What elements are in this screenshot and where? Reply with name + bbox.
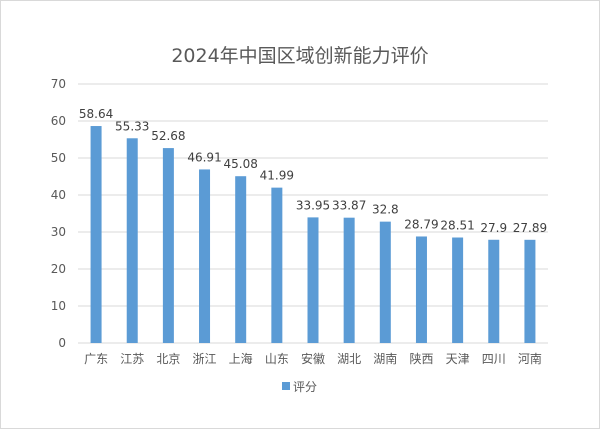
category-label: 北京 xyxy=(156,352,180,366)
bar xyxy=(235,176,247,343)
bar xyxy=(379,221,391,343)
category-label: 湖南 xyxy=(373,351,397,366)
category-label: 上海 xyxy=(229,351,253,366)
y-tick-label: 70 xyxy=(51,77,66,91)
bar xyxy=(271,187,283,343)
bar xyxy=(307,217,319,343)
legend: 评分 xyxy=(282,380,317,394)
category-label: 湖北 xyxy=(337,351,361,366)
y-tick-label: 20 xyxy=(51,262,66,276)
category-label: 河南 xyxy=(518,351,542,366)
value-label: 28.51 xyxy=(440,219,474,233)
bar xyxy=(90,126,102,343)
y-tick-label: 30 xyxy=(51,225,66,239)
value-label: 33.95 xyxy=(296,198,330,212)
value-label: 41.99 xyxy=(260,169,294,183)
category-label: 山东 xyxy=(265,352,289,366)
x-axis-categories: 广东 江苏 北京 浙江 上海 山东 安徽 湖北 湖南 陕西 天津 四川 河南 xyxy=(84,351,542,366)
y-axis-ticks: 0 10 20 30 40 50 60 70 xyxy=(51,77,66,350)
y-tick-label: 60 xyxy=(51,114,66,128)
y-tick-label: 50 xyxy=(51,151,66,165)
bar xyxy=(126,138,138,343)
gridlines xyxy=(78,83,548,344)
bar xyxy=(415,236,427,343)
bars xyxy=(90,126,536,343)
value-label: 33.87 xyxy=(332,199,366,213)
bar xyxy=(343,217,355,343)
value-label: 27.9 xyxy=(480,221,507,235)
value-label: 28.79 xyxy=(404,217,438,231)
category-label: 广东 xyxy=(84,352,108,366)
value-label: 32.8 xyxy=(372,203,399,217)
category-label: 陕西 xyxy=(409,351,433,366)
value-label: 45.08 xyxy=(224,157,258,171)
bar xyxy=(452,237,464,343)
category-label: 天津 xyxy=(446,352,470,366)
y-tick-label: 40 xyxy=(51,188,66,202)
bar xyxy=(524,239,536,343)
chart-title: 2024年中国区域创新能力评价 xyxy=(171,45,428,67)
category-label: 四川 xyxy=(482,352,506,366)
value-label: 58.64 xyxy=(79,107,113,121)
bar xyxy=(199,169,211,343)
category-label: 安徽 xyxy=(301,351,325,366)
category-label: 江苏 xyxy=(120,352,144,366)
y-tick-label: 10 xyxy=(51,299,66,313)
value-label: 27.89 xyxy=(513,221,547,235)
y-tick-label: 0 xyxy=(58,336,66,350)
value-label: 46.91 xyxy=(187,150,221,164)
category-label: 浙江 xyxy=(193,352,217,366)
bar xyxy=(488,239,500,343)
legend-label: 评分 xyxy=(293,380,317,394)
bar xyxy=(162,148,174,343)
value-label: 55.33 xyxy=(115,119,149,133)
value-label: 52.68 xyxy=(151,129,185,143)
legend-swatch xyxy=(282,382,290,390)
